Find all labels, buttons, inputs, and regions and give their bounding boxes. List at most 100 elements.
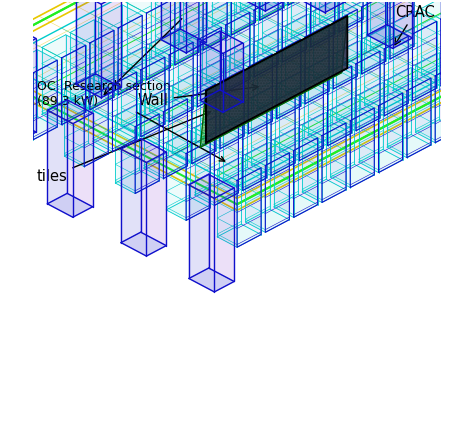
Text: CRAC units: CRAC units: [0, 423, 1, 424]
Polygon shape: [342, 51, 386, 74]
Polygon shape: [370, 0, 394, 49]
Polygon shape: [206, 69, 250, 92]
Polygon shape: [298, 127, 318, 205]
Polygon shape: [37, 50, 57, 127]
Polygon shape: [190, 131, 210, 208]
Polygon shape: [219, 115, 238, 193]
Polygon shape: [183, 0, 207, 39]
Polygon shape: [121, 47, 145, 126]
Polygon shape: [194, 182, 238, 206]
Polygon shape: [315, 0, 335, 34]
Polygon shape: [253, 44, 273, 121]
Polygon shape: [367, 0, 387, 35]
Polygon shape: [47, 193, 92, 217]
Polygon shape: [115, 103, 139, 183]
Polygon shape: [291, 24, 335, 47]
Polygon shape: [206, 2, 230, 81]
Polygon shape: [70, 20, 94, 99]
Polygon shape: [365, 93, 408, 116]
Polygon shape: [172, 74, 196, 153]
Polygon shape: [224, 59, 244, 136]
Polygon shape: [394, 0, 414, 46]
Polygon shape: [92, 61, 117, 141]
Polygon shape: [145, 47, 165, 124]
Polygon shape: [370, 36, 414, 59]
Polygon shape: [234, 0, 258, 67]
Polygon shape: [183, 27, 227, 50]
Polygon shape: [268, 0, 312, 5]
Polygon shape: [366, 0, 386, 61]
Polygon shape: [257, 96, 301, 119]
Polygon shape: [220, 31, 243, 102]
Polygon shape: [10, 25, 36, 132]
Polygon shape: [230, 2, 250, 79]
Polygon shape: [149, 32, 173, 112]
Polygon shape: [196, 74, 216, 151]
Polygon shape: [313, 0, 337, 78]
Polygon shape: [194, 115, 219, 195]
Polygon shape: [360, 41, 380, 118]
Polygon shape: [144, 89, 168, 168]
Polygon shape: [144, 156, 187, 179]
Polygon shape: [0, 157, 25, 181]
Polygon shape: [411, 68, 431, 145]
Polygon shape: [441, 63, 474, 87]
Polygon shape: [415, 53, 439, 132]
Polygon shape: [285, 81, 329, 104]
Polygon shape: [207, 0, 227, 37]
Polygon shape: [280, 137, 323, 161]
Polygon shape: [127, 57, 171, 80]
Polygon shape: [257, 29, 281, 109]
Polygon shape: [303, 71, 323, 148]
Polygon shape: [161, 0, 181, 39]
Polygon shape: [263, 39, 306, 62]
Polygon shape: [415, 120, 459, 143]
Polygon shape: [115, 170, 159, 193]
Polygon shape: [122, 5, 142, 82]
Polygon shape: [121, 139, 141, 243]
Text: Wall: Wall: [138, 85, 258, 108]
Polygon shape: [94, 20, 114, 97]
Polygon shape: [240, 0, 264, 10]
Polygon shape: [13, 50, 37, 129]
Polygon shape: [342, 0, 366, 64]
Polygon shape: [387, 68, 411, 147]
Polygon shape: [139, 103, 159, 181]
Polygon shape: [13, 117, 57, 140]
Polygon shape: [88, 77, 108, 154]
Polygon shape: [117, 61, 137, 139]
Polygon shape: [200, 126, 244, 149]
Polygon shape: [251, 86, 275, 165]
Polygon shape: [264, 0, 284, 8]
Polygon shape: [155, 42, 199, 65]
Polygon shape: [121, 232, 166, 256]
Polygon shape: [211, 0, 236, 25]
Polygon shape: [95, 0, 121, 87]
Polygon shape: [274, 194, 318, 218]
Polygon shape: [236, 0, 255, 22]
Polygon shape: [98, 5, 122, 84]
Polygon shape: [392, 11, 417, 90]
Text: OC: Research section
(89.3 kW): OC: Research section (89.3 kW): [36, 80, 225, 161]
Polygon shape: [172, 140, 216, 164]
Text: CRAC: CRAC: [395, 5, 435, 45]
Polygon shape: [178, 17, 201, 96]
Polygon shape: [211, 12, 255, 35]
Polygon shape: [421, 63, 465, 86]
Polygon shape: [367, 25, 412, 48]
Polygon shape: [0, 25, 10, 129]
Polygon shape: [270, 142, 289, 220]
Polygon shape: [383, 83, 402, 160]
Polygon shape: [42, 102, 86, 125]
Polygon shape: [319, 0, 345, 2]
Polygon shape: [200, 90, 243, 112]
Polygon shape: [444, 105, 474, 128]
Polygon shape: [330, 98, 355, 177]
Polygon shape: [161, 29, 206, 53]
Polygon shape: [302, 112, 326, 192]
Polygon shape: [141, 139, 166, 245]
Polygon shape: [387, 134, 431, 158]
Polygon shape: [234, 54, 278, 77]
Polygon shape: [42, 35, 66, 114]
Polygon shape: [181, 0, 206, 42]
